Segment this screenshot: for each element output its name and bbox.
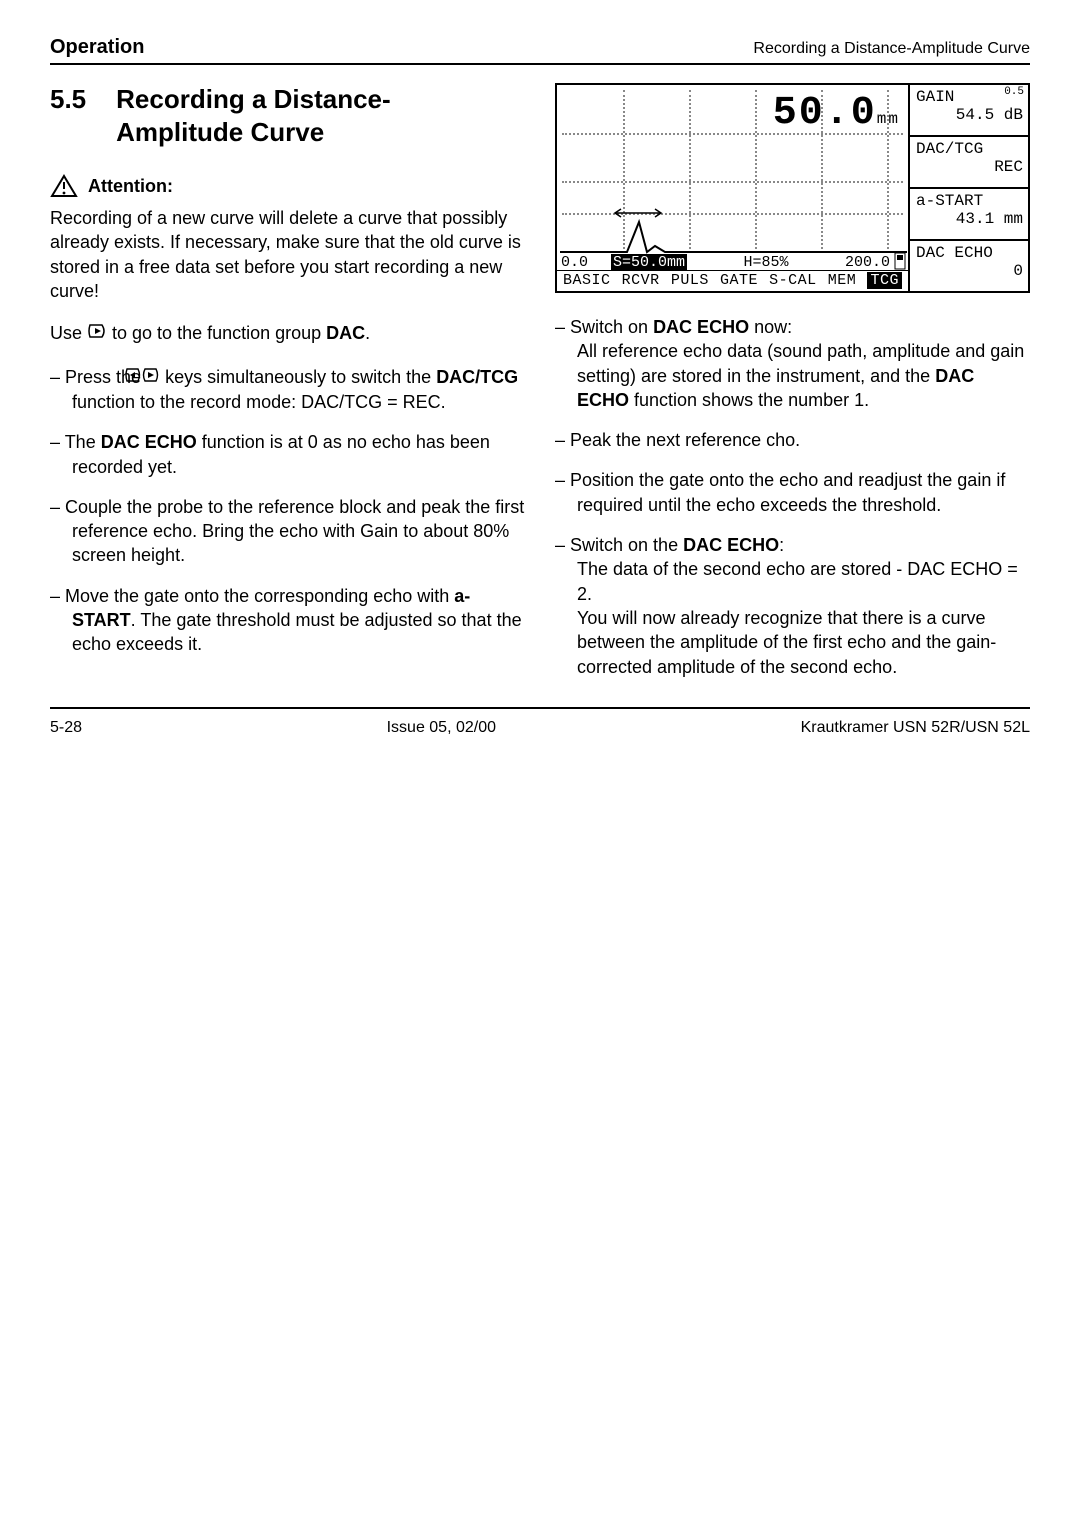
lcd-cell-value: 43.1 mm bbox=[916, 210, 1023, 228]
r0-post: function shows the number 1. bbox=[629, 390, 869, 410]
list-item: Peak the next reference cho. bbox=[555, 428, 1030, 452]
lcd-side-cell: DAC/TCG REC bbox=[910, 137, 1028, 189]
right-list: Switch on DAC ECHO now: All reference ec… bbox=[555, 315, 1030, 679]
li1-pre: The bbox=[65, 432, 101, 452]
section-title-text: Recording a Distance- Amplitude Curve bbox=[116, 83, 391, 148]
left-column: 5.5 Recording a Distance- Amplitude Curv… bbox=[50, 83, 525, 695]
footer-center: Issue 05, 02/00 bbox=[387, 719, 496, 737]
lcd-status-h: H=85% bbox=[687, 254, 845, 271]
lcd-status-end: 200.0 bbox=[845, 254, 904, 271]
header-left: Operation bbox=[50, 36, 144, 59]
lcd-side-cell: DAC ECHO 0 bbox=[910, 241, 1028, 291]
lcd-big-unit: mm bbox=[877, 110, 900, 128]
section-title-line1: Recording a Distance- bbox=[116, 84, 391, 114]
r3-b: DAC ECHO bbox=[683, 535, 779, 555]
header-right: Recording a Distance-Amplitude Curve bbox=[753, 40, 1030, 58]
lcd-status-s: S=50.0mm bbox=[611, 254, 687, 271]
li0-post: function to the record mode: DAC/TCG = R… bbox=[72, 392, 446, 412]
list-item: Switch on DAC ECHO now: All reference ec… bbox=[555, 315, 1030, 412]
lcd-gate-icon bbox=[613, 207, 663, 219]
lcd-menu-item: S-CAL bbox=[769, 272, 817, 289]
list-item: Switch on the DAC ECHO: The data of the … bbox=[555, 533, 1030, 679]
li3-pre: Move the gate onto the corresponding ech… bbox=[65, 586, 454, 606]
lcd-menu-item-active: TCG bbox=[867, 272, 902, 289]
use-paragraph: Use to go to the function group DAC. bbox=[50, 321, 525, 346]
li0-b: DAC/TCG bbox=[436, 367, 518, 387]
use-end: . bbox=[365, 323, 370, 343]
list-item: Move the gate onto the corresponding ech… bbox=[50, 584, 525, 657]
lcd-cell-label: a-START bbox=[916, 192, 1023, 210]
lcd-menu-item: BASIC bbox=[563, 272, 611, 289]
lcd-cell-corner: 0.5 bbox=[1004, 86, 1024, 99]
r3-l2: The data of the second echo are stored -… bbox=[577, 559, 1018, 603]
right-column: 50.0mm bbox=[555, 83, 1030, 695]
lcd-menu-item: GATE bbox=[720, 272, 758, 289]
lcd-echo-icon bbox=[557, 219, 913, 255]
warning-triangle-icon bbox=[50, 174, 78, 198]
li1-b: DAC ECHO bbox=[101, 432, 197, 452]
r3-pre: Switch on the bbox=[570, 535, 683, 555]
lcd-menu-item: MEM bbox=[828, 272, 857, 289]
attention-label: Attention: bbox=[88, 176, 173, 197]
lcd-main: 50.0mm bbox=[557, 85, 1028, 291]
lcd-status-row: 0.0 S=50.0mm H=85% 200.0 bbox=[561, 254, 904, 271]
section-number: 5.5 bbox=[50, 83, 86, 148]
list-item: Position the gate onto the echo and read… bbox=[555, 468, 1030, 517]
footer-left: 5-28 bbox=[50, 719, 82, 737]
lcd-cell-label: DAC/TCG bbox=[916, 140, 1023, 158]
r3-mid: : bbox=[779, 535, 784, 555]
r0-mid: now: bbox=[749, 317, 792, 337]
list-item: Couple the probe to the reference block … bbox=[50, 495, 525, 568]
lcd-gridline bbox=[562, 181, 903, 183]
lcd-cell-value: 54.5 dB bbox=[916, 106, 1023, 124]
right-key-icon bbox=[87, 321, 107, 345]
lcd-graph-area: 50.0mm bbox=[557, 85, 910, 291]
use-pre: Use bbox=[50, 323, 87, 343]
li0-mid: keys simultaneously to switch the bbox=[160, 367, 436, 387]
use-bold: DAC bbox=[326, 323, 365, 343]
attention-text: Recording of a new curve will delete a c… bbox=[50, 206, 525, 303]
lcd-menu-item: PULS bbox=[671, 272, 709, 289]
section-title-line2: Amplitude Curve bbox=[116, 117, 324, 147]
left-list: Press the keys simultaneously to switch … bbox=[50, 365, 525, 657]
lcd-cell-value: 0 bbox=[916, 262, 1023, 280]
footer-rule bbox=[50, 707, 1030, 709]
left-right-keys-icon bbox=[146, 365, 160, 389]
lcd-cell-label: DAC ECHO bbox=[916, 244, 1023, 262]
list-item: Press the keys simultaneously to switch … bbox=[50, 365, 525, 415]
footer-right: Krautkramer USN 52R/USN 52L bbox=[801, 719, 1030, 737]
lcd-menu-row: BASIC RCVR PULS GATE S-CAL MEM TCG bbox=[557, 270, 908, 291]
lcd-menu-item: RCVR bbox=[622, 272, 660, 289]
content-columns: 5.5 Recording a Distance- Amplitude Curv… bbox=[50, 83, 1030, 695]
section-heading: 5.5 Recording a Distance- Amplitude Curv… bbox=[50, 83, 525, 148]
lcd-figure: 50.0mm bbox=[555, 83, 1030, 293]
lcd-side-cell: 0.5 GAIN 54.5 dB bbox=[910, 85, 1028, 137]
r3-l3: You will now already recognize that ther… bbox=[577, 608, 996, 677]
lcd-big-reading: 50.0mm bbox=[773, 91, 900, 136]
lcd-status-left: 0.0 bbox=[561, 254, 611, 271]
lcd-side-cell: a-START 43.1 mm bbox=[910, 189, 1028, 241]
lcd-side-panel: 0.5 GAIN 54.5 dB DAC/TCG REC a-START 43.… bbox=[910, 85, 1028, 291]
list-item: The DAC ECHO function is at 0 as no echo… bbox=[50, 430, 525, 479]
attention-heading: Attention: bbox=[50, 174, 525, 198]
lcd-cell-value: REC bbox=[916, 158, 1023, 176]
page-header: Operation Recording a Distance-Amplitude… bbox=[50, 36, 1030, 65]
use-post: to go to the function group bbox=[107, 323, 326, 343]
r0-b: DAC ECHO bbox=[653, 317, 749, 337]
li3-post: . The gate threshold must be adjusted so… bbox=[72, 610, 522, 654]
r0-pre: Switch on bbox=[570, 317, 653, 337]
page-footer: 5-28 Issue 05, 02/00 Krautkramer USN 52R… bbox=[50, 719, 1030, 737]
lcd-big-value: 50.0 bbox=[773, 91, 877, 136]
